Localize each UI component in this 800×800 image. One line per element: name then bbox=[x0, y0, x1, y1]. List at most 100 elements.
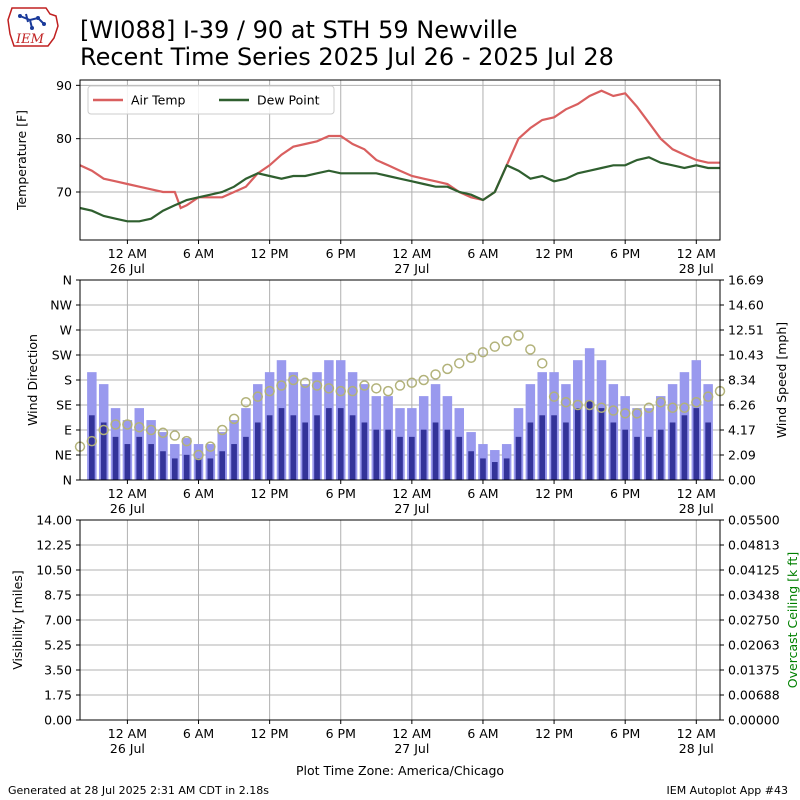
wind-speed-bar-inner bbox=[551, 415, 557, 480]
x-tick-label: 6 AM bbox=[183, 246, 214, 261]
x-tick-label: 6 AM bbox=[183, 486, 214, 501]
ceiling-tick-label: 0.05500 bbox=[728, 513, 780, 528]
direction-tick-label: N bbox=[63, 473, 72, 488]
legend bbox=[87, 85, 335, 115]
wind-direction-point bbox=[371, 383, 382, 394]
x-tick-label: 6 PM bbox=[610, 726, 640, 741]
wind-direction-point bbox=[691, 396, 702, 408]
wind-speed-bar-inner bbox=[171, 458, 178, 480]
wind-speed-bar-inner bbox=[124, 444, 131, 480]
x-tick-label: 12 AM bbox=[108, 486, 147, 501]
speed-tick-label: 6.26 bbox=[728, 398, 756, 413]
ceiling-tick-label: 0.00688 bbox=[728, 688, 780, 703]
wind-speed-bar-inner bbox=[432, 422, 439, 480]
wind-direction-point bbox=[418, 374, 429, 386]
wind-speed-bar-inner bbox=[112, 436, 119, 480]
wind-direction-point bbox=[560, 396, 572, 408]
wind-direction-point bbox=[465, 352, 477, 364]
wind-speed-bar-inner bbox=[183, 454, 190, 480]
wind-speed-bar-inner bbox=[254, 422, 261, 480]
wind-direction-point bbox=[98, 424, 109, 436]
wind-speed-bar-inner bbox=[515, 436, 522, 480]
wind-speed-bar-inner bbox=[243, 436, 249, 480]
x-tick-label: 12 PM bbox=[535, 246, 573, 261]
y-tick-label: 90 bbox=[56, 78, 72, 93]
wind-direction-point bbox=[619, 408, 631, 419]
wind-direction-point bbox=[240, 396, 252, 408]
wind-speed-bar-inner bbox=[314, 415, 320, 480]
visibility-tick-label: 8.75 bbox=[44, 588, 72, 603]
wind-direction-point bbox=[110, 419, 121, 430]
wind-direction-point bbox=[525, 344, 536, 355]
iem-logo: IEM bbox=[7, 7, 59, 47]
wind-direction-point bbox=[596, 402, 607, 414]
wind-direction-point bbox=[702, 391, 714, 402]
wind-speed-bar-inner bbox=[563, 422, 569, 480]
visibility-tick-label: 1.75 bbox=[44, 688, 72, 703]
visibility-tick-label: 12.25 bbox=[36, 538, 72, 553]
wind-direction-point bbox=[643, 402, 655, 414]
speed-tick-label: 10.43 bbox=[728, 348, 764, 363]
y2-axis-label: Wind Speed [mph] bbox=[774, 322, 789, 438]
x-tick-label: 12 AM bbox=[677, 726, 716, 741]
x-date-label: 27 Jul bbox=[394, 261, 429, 276]
direction-tick-label: NE bbox=[55, 448, 72, 463]
logo-text: IEM bbox=[15, 32, 45, 47]
direction-tick-label: NW bbox=[50, 298, 72, 313]
wind-speed-bar-inner bbox=[468, 451, 474, 480]
x-date-label: 28 Jul bbox=[679, 261, 714, 276]
x-tick-label: 6 PM bbox=[326, 246, 356, 261]
wind-direction-point bbox=[181, 435, 192, 447]
wind-direction-point bbox=[299, 377, 311, 389]
wind-direction-point bbox=[454, 358, 465, 369]
direction-tick-label: W bbox=[60, 323, 72, 338]
direction-tick-label: S bbox=[64, 373, 72, 388]
ceiling-tick-label: 0.01375 bbox=[728, 663, 780, 678]
wind-plot-frame bbox=[79, 279, 721, 481]
wind-speed-bar-inner bbox=[634, 436, 640, 480]
wind-speed-bar-inner bbox=[195, 458, 202, 480]
wind-speed-bar-inner bbox=[646, 436, 652, 480]
wind-direction-point bbox=[394, 380, 406, 391]
x-date-label: 27 Jul bbox=[394, 501, 429, 516]
wind-speed-bar-inner bbox=[693, 408, 700, 480]
wind-direction-point bbox=[548, 391, 560, 402]
wind-direction-point bbox=[122, 419, 133, 430]
wind-speed-bar-inner bbox=[290, 415, 297, 480]
wind-speed-bar-inner bbox=[397, 436, 403, 480]
x-tick-label: 6 PM bbox=[326, 726, 356, 741]
x-date-label: 28 Jul bbox=[679, 501, 714, 516]
wind-speed-bar-inner bbox=[278, 408, 285, 480]
visibility-tick-label: 14.00 bbox=[36, 513, 72, 528]
y-axis-label: Visibility [miles] bbox=[10, 570, 25, 669]
wind-direction-point bbox=[477, 346, 489, 358]
x-date-label: 26 Jul bbox=[110, 501, 145, 516]
wind-speed-bar-inner bbox=[219, 451, 226, 480]
direction-tick-label: E bbox=[64, 423, 72, 438]
x-tick-label: 12 AM bbox=[392, 726, 431, 741]
wind-speed-bar-inner bbox=[409, 436, 415, 480]
wind-speed-bar-inner bbox=[705, 422, 711, 480]
wind-direction-point bbox=[323, 383, 335, 394]
legend-label: Air Temp bbox=[131, 93, 186, 108]
y-tick-label: 70 bbox=[56, 185, 72, 200]
wind-speed-bar-inner bbox=[480, 458, 486, 480]
speed-tick-label: 16.69 bbox=[728, 273, 764, 288]
wind-speed-bar-inner bbox=[669, 422, 676, 480]
wind-direction-point bbox=[359, 380, 370, 391]
y-axis-label: Temperature [F] bbox=[14, 110, 29, 211]
wind-speed-bar-inner bbox=[586, 400, 593, 480]
wind-speed-bar-inner bbox=[207, 458, 214, 480]
x-tick-label: 6 AM bbox=[467, 246, 498, 261]
wind-speed-bar-inner bbox=[349, 415, 356, 480]
y-tick-label: 80 bbox=[56, 131, 72, 146]
wind-direction-point bbox=[347, 385, 358, 397]
x-date-label: 28 Jul bbox=[679, 741, 714, 756]
wind-direction-point bbox=[335, 385, 346, 397]
x-tick-label: 12 AM bbox=[677, 246, 716, 261]
x-tick-label: 6 PM bbox=[326, 486, 356, 501]
ceiling-tick-label: 0.04813 bbox=[728, 538, 780, 553]
wind-direction-point bbox=[134, 421, 145, 433]
speed-tick-label: 2.09 bbox=[728, 448, 756, 463]
visibility-tick-label: 5.25 bbox=[44, 638, 72, 653]
